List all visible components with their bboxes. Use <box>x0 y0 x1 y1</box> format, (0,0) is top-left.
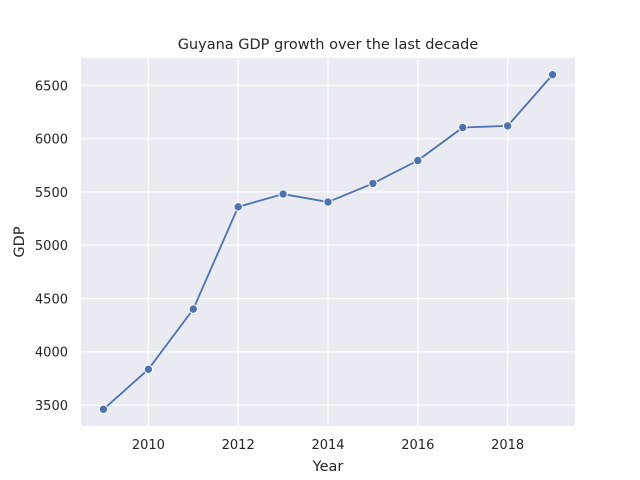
x-tick-label: 2016 <box>401 438 434 453</box>
data-point <box>368 178 378 189</box>
data-point <box>143 364 154 375</box>
data-point <box>323 197 333 207</box>
data-point <box>188 304 198 314</box>
x-tick-label: 2014 <box>311 438 344 453</box>
x-tick-labels: 2010 2012 2014 2016 2018 <box>132 438 524 453</box>
y-tick-label: 6500 <box>35 79 68 94</box>
y-tick-labels: 3500 4000 4500 5000 5500 6000 6500 <box>35 79 68 414</box>
grid <box>81 58 575 426</box>
y-tick-label: 3500 <box>35 399 68 414</box>
y-tick-label: 5500 <box>35 186 68 201</box>
y-tick-label: 6000 <box>35 133 68 148</box>
y-tick-label: 4000 <box>35 346 68 361</box>
chart-title: Guyana GDP growth over the last decade <box>178 37 479 53</box>
data-point <box>278 189 288 199</box>
x-tick-label: 2012 <box>222 438 255 453</box>
y-tick-label: 5000 <box>35 239 68 254</box>
data-point <box>502 121 513 131</box>
data-point <box>413 155 423 166</box>
y-axis-label: GDP <box>12 226 28 257</box>
data-point <box>458 122 468 133</box>
x-axis-label: Year <box>312 459 344 475</box>
data-point <box>233 202 243 212</box>
x-tick-label: 2010 <box>132 438 165 453</box>
data-point <box>98 404 109 414</box>
x-tick-label: 2018 <box>491 438 524 453</box>
data-point <box>547 70 558 80</box>
y-tick-label: 4500 <box>35 292 68 307</box>
series-layer <box>98 70 558 414</box>
